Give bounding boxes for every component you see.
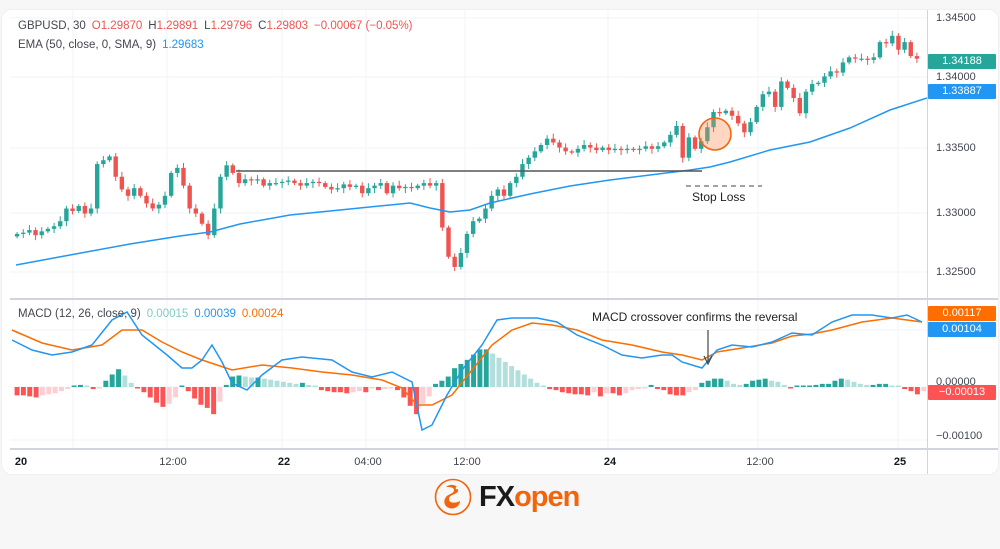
- close-value: 1.29803: [266, 20, 309, 32]
- price-tick: 1.34000: [936, 71, 976, 83]
- price-legend: GBPUSD, 30 O1.29870 H1.29891 L1.29796 C1.298…: [18, 20, 419, 32]
- price-tick: 1.33500: [936, 142, 976, 154]
- change-value: −0.00067 (−0.05%): [314, 20, 413, 32]
- macd-axis[interactable]: 0.00117 0.00104 0.00000 −0.00013 −0.0010…: [927, 300, 998, 448]
- close-label: C: [258, 20, 267, 32]
- macd-pane[interactable]: MACD (12, 26, close, 9) 0.00015 0.00039 0.0…: [10, 300, 927, 448]
- axis-corner: [927, 448, 998, 474]
- symbol-label: GBPUSD, 30: [18, 20, 86, 32]
- fxopen-logo: FXopen: [433, 477, 580, 517]
- time-label: 12:00: [159, 456, 187, 468]
- brand-open: open: [514, 480, 580, 513]
- high-label: H: [148, 20, 157, 32]
- price-pane[interactable]: GBPUSD, 30 O1.29870 H1.29891 L1.29796 C1.298…: [10, 10, 927, 298]
- signal-tag: 0.00117: [928, 306, 996, 321]
- macd-label: MACD (12, 26, close, 9): [18, 308, 141, 320]
- ema-legend[interactable]: EMA (50, close, 0, SMA, 9) 1.29683: [18, 39, 210, 51]
- price-tick: 1.33000: [936, 207, 976, 219]
- macd-line-value: 0.00039: [194, 308, 236, 320]
- time-label: 12:00: [746, 456, 774, 468]
- time-label: 12:00: [453, 456, 481, 468]
- high-value: 1.29891: [156, 20, 199, 32]
- time-label: 20: [14, 456, 28, 468]
- time-label: 25: [893, 456, 907, 468]
- low-label: L: [204, 20, 211, 32]
- chart-card: GBPUSD, 30 O1.29870 H1.29891 L1.29796 C1.298…: [2, 10, 998, 474]
- time-axis[interactable]: 20 12:00 22 04:00 12:00 24 12:00 25: [10, 448, 927, 474]
- open-value: 1.29870: [100, 20, 143, 32]
- macd-legend[interactable]: MACD (12, 26, close, 9) 0.00015 0.00039 0.0…: [18, 308, 289, 320]
- macd-chart[interactable]: [10, 300, 927, 448]
- pane-divider[interactable]: [10, 298, 998, 300]
- macd-tag: 0.00104: [928, 322, 996, 337]
- macd-histogram-value: 0.00015: [146, 308, 189, 320]
- macd-crossover-annotation: MACD crossover confirms the reversal: [592, 310, 798, 324]
- price-tick: 1.32500: [936, 266, 976, 278]
- ema-value: 1.29683: [162, 39, 204, 51]
- stop-loss-label: Stop Loss: [692, 190, 746, 204]
- time-label: 04:00: [354, 456, 382, 468]
- last-price-tag: 1.34188: [928, 54, 996, 69]
- price-tick: 1.34500: [936, 12, 976, 24]
- ema-price-tag: 1.33887: [928, 84, 996, 99]
- open-label: O: [91, 20, 101, 32]
- macd-signal-value: 0.00024: [241, 308, 284, 320]
- time-label: 22: [277, 456, 291, 468]
- histogram-tag: −0.00013: [928, 385, 996, 400]
- brand-fx: FX: [479, 480, 515, 513]
- low-value: 1.29796: [210, 20, 253, 32]
- price-axis[interactable]: 1.34500 1.34188 1.34000 1.33887 1.33500 …: [927, 10, 998, 298]
- macd-tick: −0.00100: [936, 430, 983, 442]
- candlestick-chart[interactable]: [10, 10, 927, 298]
- time-label: 24: [603, 456, 617, 468]
- ema-label: EMA (50, close, 0, SMA, 9): [18, 39, 157, 51]
- fxopen-dragon-icon: [434, 478, 472, 516]
